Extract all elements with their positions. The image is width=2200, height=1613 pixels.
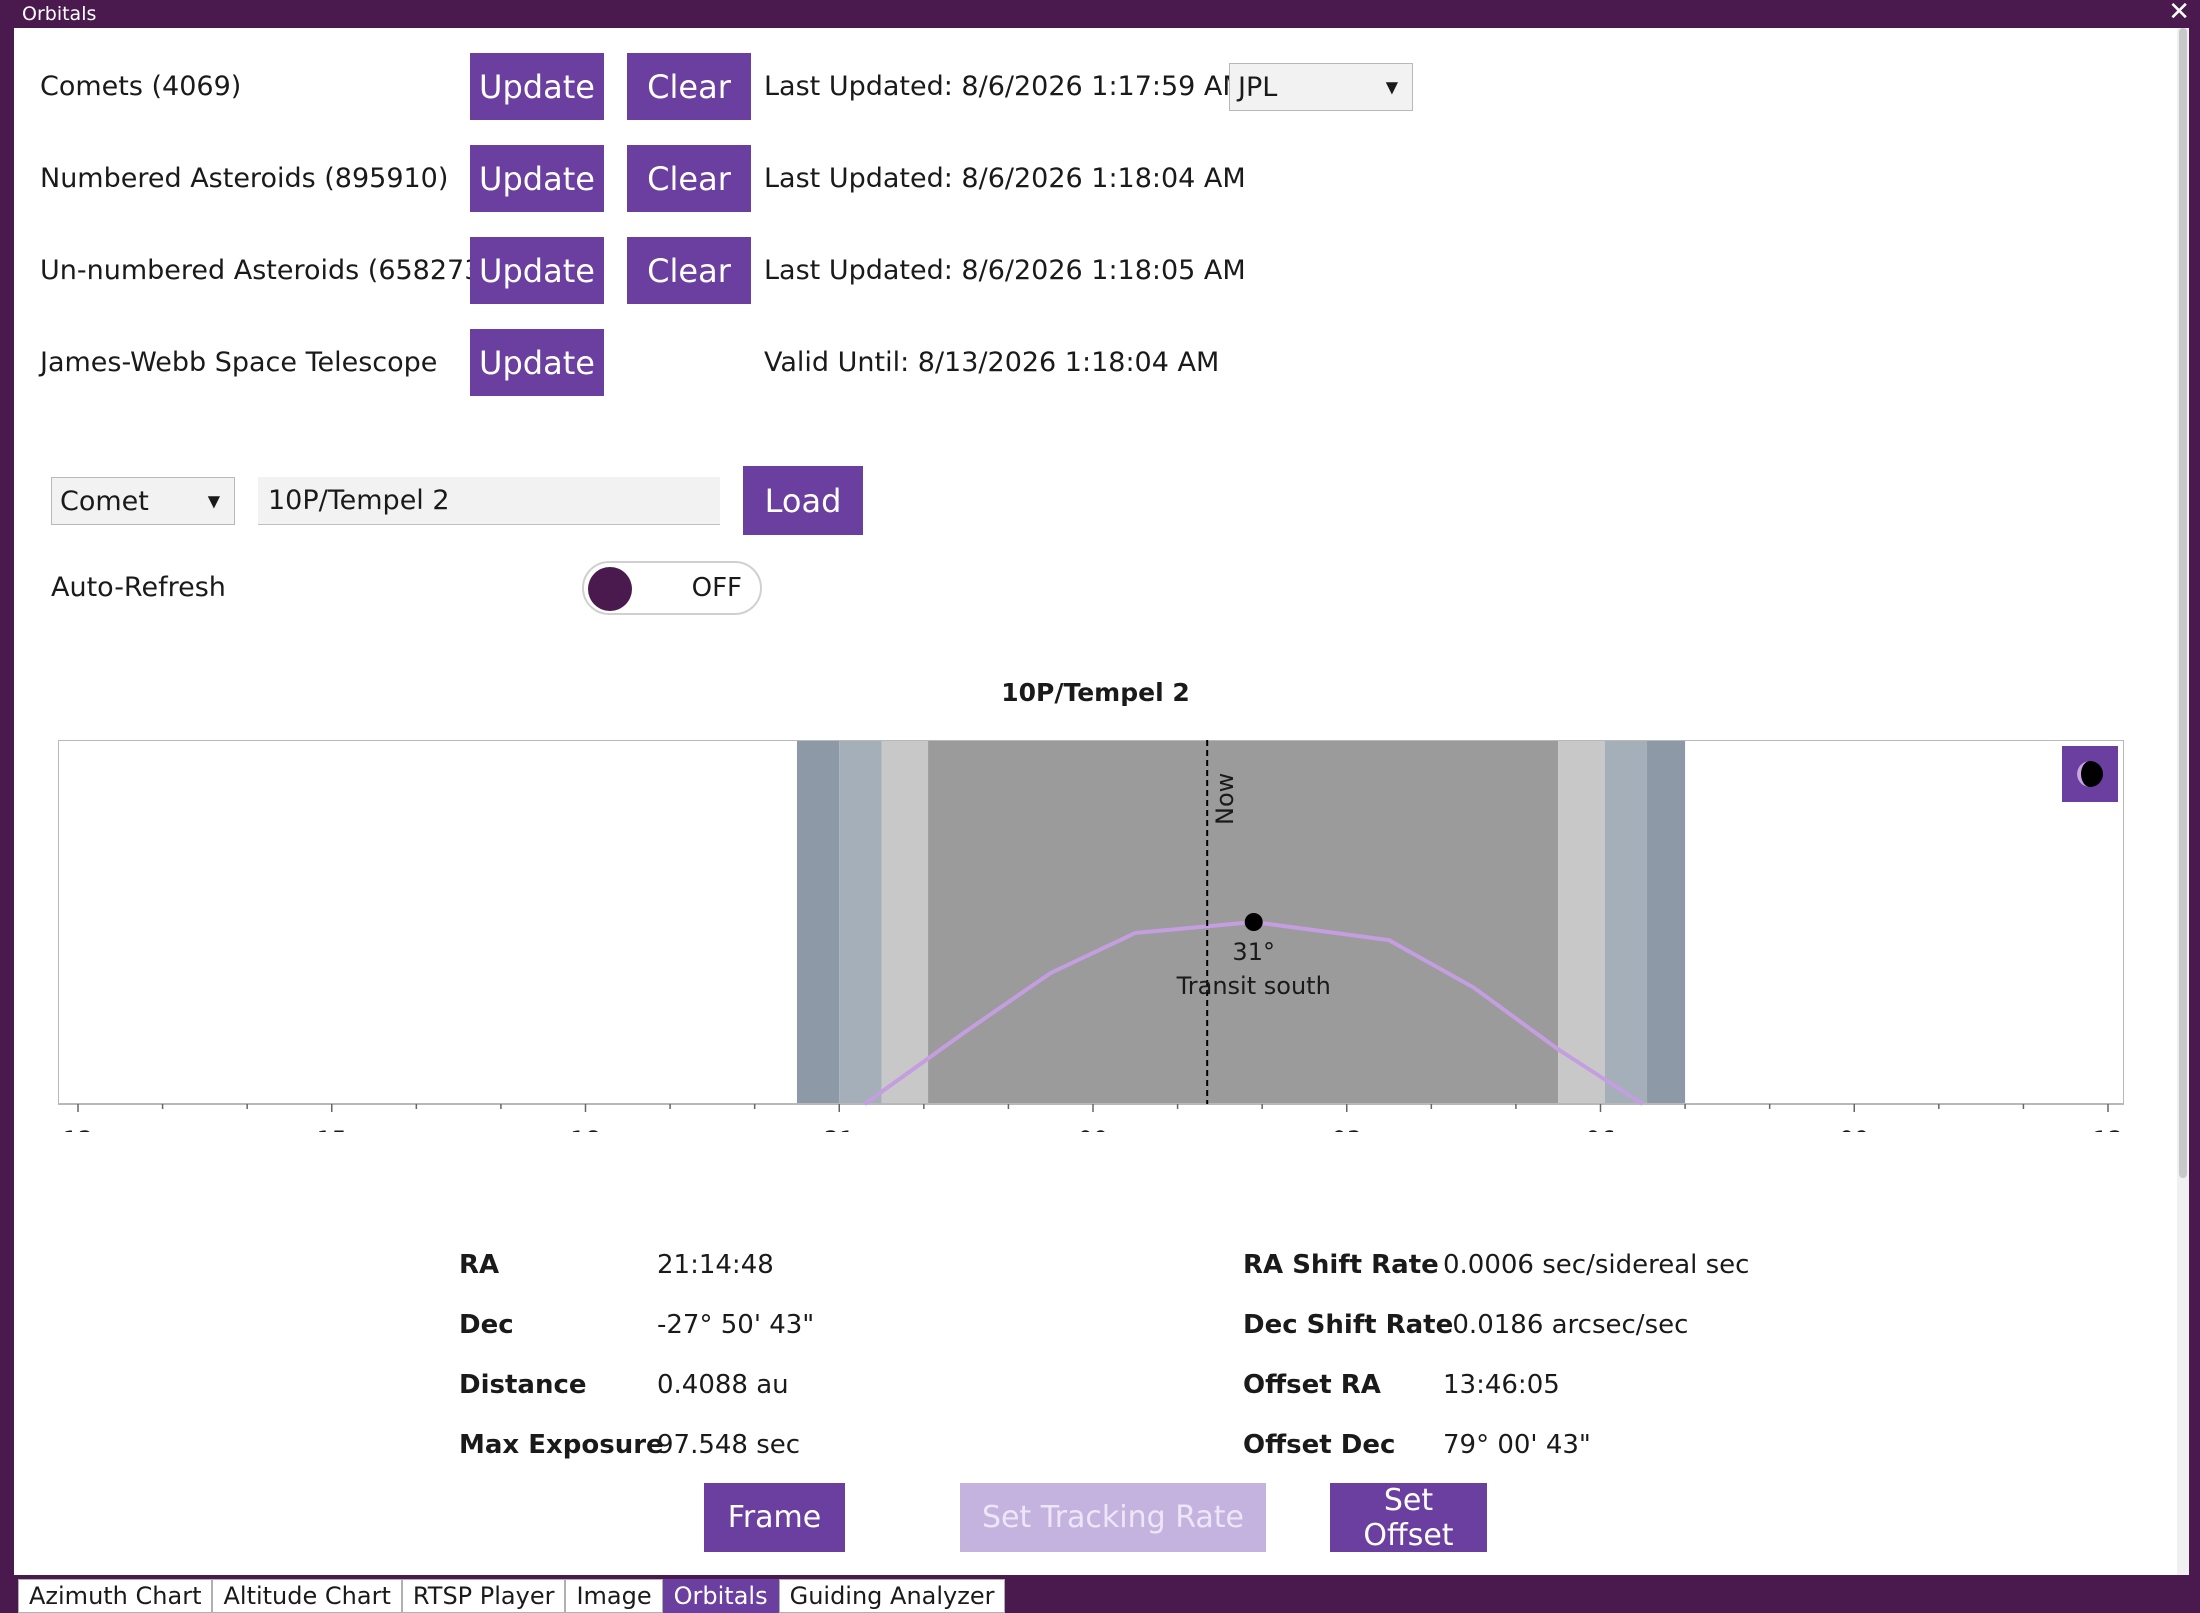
transit-label: Transit south (1176, 972, 1331, 1000)
comets-label: Comets (4069) (40, 71, 242, 102)
auto-refresh-toggle[interactable]: OFF (582, 561, 762, 615)
max-exposure-key: Max Exposure (459, 1430, 664, 1460)
vertical-scrollbar[interactable] (2177, 28, 2189, 1575)
comets-last-updated: Last Updated: 8/6/2026 1:17:59 AM (764, 71, 1246, 102)
plot-frame (58, 740, 2124, 1105)
offset-dec-value: 79° 00' 43" (1443, 1430, 1591, 1460)
object-type-select[interactable]: Comet ▼ (51, 477, 235, 525)
object-name-input[interactable]: 10P/Tempel 2 (258, 477, 720, 525)
jwst-valid-until: Valid Until: 8/13/2026 1:18:04 AM (764, 347, 1220, 378)
offset-ra-value: 13:46:05 (1443, 1370, 1560, 1400)
night-band-1 (839, 740, 882, 1104)
set-tracking-rate-button[interactable]: Set Tracking Rate (960, 1483, 1266, 1552)
max-exposure-value: 97.548 sec (657, 1430, 801, 1460)
tab-image[interactable]: Image (565, 1579, 663, 1613)
clear-numbered-asteroids-button[interactable]: Clear (627, 145, 751, 212)
x-tick-label: 21 (824, 1126, 855, 1132)
object-type-value: Comet (60, 485, 149, 517)
unnumbered-asteroids-label: Un-numbered Asteroids (658273) (40, 255, 492, 286)
clear-comets-button[interactable]: Clear (627, 53, 751, 120)
dec-value: -27° 50' 43" (657, 1310, 815, 1340)
chevron-down-icon: ▼ (207, 491, 220, 511)
distance-value: 0.4088 au (657, 1370, 789, 1400)
auto-refresh-label: Auto-Refresh (51, 572, 226, 603)
distance-key: Distance (459, 1370, 587, 1400)
night-band-0 (796, 740, 840, 1104)
update-unnumbered-asteroids-button[interactable]: Update (470, 237, 604, 304)
tab-azimuth-chart[interactable]: Azimuth Chart (18, 1579, 213, 1613)
orbitals-panel: Comets (4069) Update Clear Last Updated:… (14, 28, 2177, 1575)
tab-guiding-analyzer[interactable]: Guiding Analyzer (778, 1579, 1006, 1613)
transit-altitude-label: 31° (1232, 938, 1275, 966)
moon-toggle-button[interactable] (2062, 746, 2118, 802)
ra-shift-rate-key: RA Shift Rate (1243, 1250, 1439, 1280)
night-band-6 (1647, 740, 1686, 1104)
tab-rtsp-player[interactable]: RTSP Player (401, 1579, 566, 1613)
x-tick-label: 00 (1078, 1126, 1109, 1132)
set-offset-button[interactable]: Set Offset (1330, 1483, 1487, 1553)
load-button[interactable]: Load (743, 466, 863, 535)
chevron-down-icon: ▼ (1385, 77, 1398, 97)
tab-bar: Azimuth Chart Altitude Chart RTSP Player… (18, 1579, 1006, 1613)
update-numbered-asteroids-button[interactable]: Update (470, 145, 604, 212)
offset-dec-key: Offset Dec (1243, 1430, 1396, 1460)
tab-orbitals[interactable]: Orbitals (662, 1579, 779, 1613)
x-tick-label: 18 (570, 1126, 601, 1132)
offset-ra-key: Offset RA (1243, 1370, 1381, 1400)
x-tick-label: 03 (1331, 1126, 1362, 1132)
ra-value: 21:14:48 (657, 1250, 774, 1280)
source-select[interactable]: JPL ▼ (1229, 63, 1413, 111)
toggle-knob (588, 567, 632, 611)
toggle-state: OFF (691, 573, 742, 603)
night-band-4 (1558, 740, 1605, 1104)
tab-altitude-chart[interactable]: Altitude Chart (212, 1579, 402, 1613)
numbered-asteroids-last-updated: Last Updated: 8/6/2026 1:18:04 AM (764, 163, 1246, 194)
x-tick-label: 09 (1839, 1126, 1870, 1132)
transit-marker (1244, 913, 1263, 931)
title-bar: Orbitals ✕ (0, 0, 2200, 28)
x-tick-label: 12 (63, 1126, 94, 1132)
update-comets-button[interactable]: Update (470, 53, 604, 120)
moon-icon (2077, 761, 2103, 787)
x-tick-label: 12 (2093, 1126, 2124, 1132)
altitude-chart: Now 31° Transit south 12 15 18 21 00 03 06 09 12 (58, 740, 2124, 1132)
clear-unnumbered-asteroids-button[interactable]: Clear (627, 237, 751, 304)
ra-shift-rate-value: 0.0006 sec/sidereal sec (1443, 1250, 1750, 1280)
x-tick-label: 06 (1585, 1126, 1616, 1132)
close-icon[interactable]: ✕ (2168, 0, 2190, 27)
x-tick-label: 15 (316, 1126, 347, 1132)
now-label: Now (1211, 773, 1239, 825)
frame-button[interactable]: Frame (704, 1483, 845, 1552)
night-bands (796, 740, 1686, 1104)
dec-shift-rate-key: Dec Shift Rate (1243, 1310, 1454, 1340)
update-jwst-button[interactable]: Update (470, 329, 604, 396)
window-title: Orbitals (22, 3, 97, 25)
source-select-value: JPL (1238, 71, 1278, 103)
night-band-2 (881, 740, 929, 1104)
x-axis: 12 15 18 21 00 03 06 09 12 (63, 1104, 2124, 1132)
scrollbar-thumb[interactable] (2179, 28, 2187, 1178)
ra-key: RA (459, 1250, 500, 1280)
dec-key: Dec (459, 1310, 514, 1340)
numbered-asteroids-label: Numbered Asteroids (895910) (40, 163, 449, 194)
chart-title: 10P/Tempel 2 (1001, 678, 1190, 707)
unnumbered-asteroids-last-updated: Last Updated: 8/6/2026 1:18:05 AM (764, 255, 1246, 286)
dec-shift-rate-value: -0.0186 arcsec/sec (1443, 1310, 1689, 1340)
night-band-5 (1604, 740, 1648, 1104)
jwst-label: James-Webb Space Telescope (40, 347, 438, 378)
